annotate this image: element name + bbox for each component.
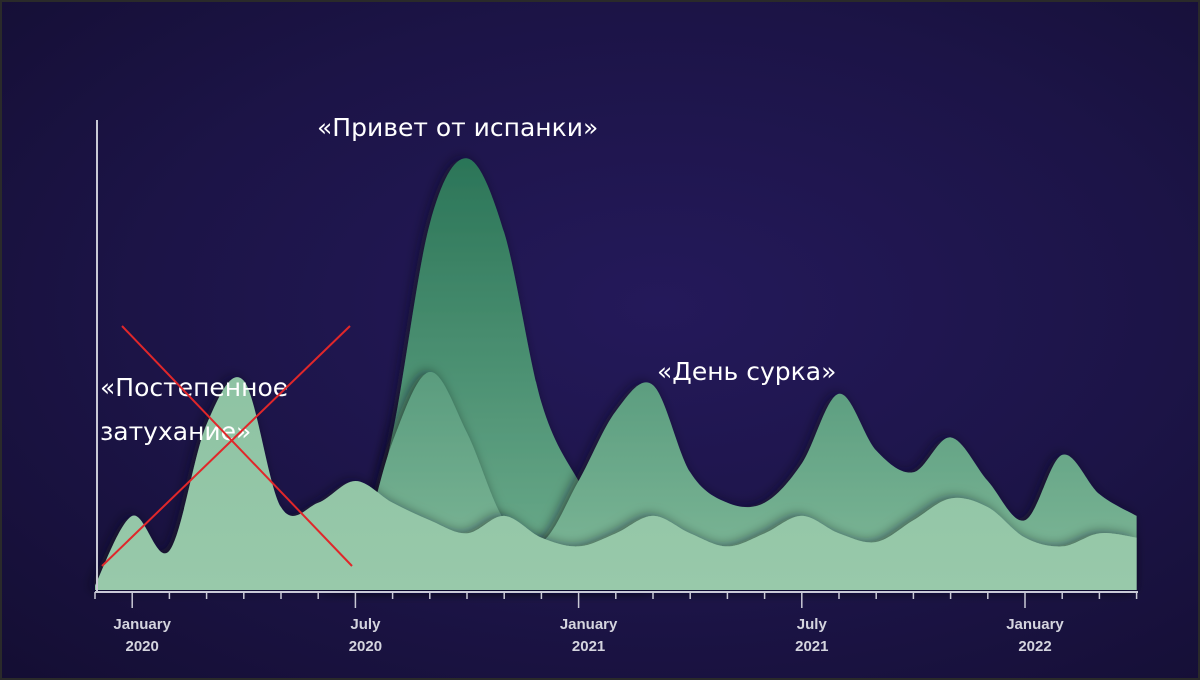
x-tick-label: 2020 xyxy=(349,638,382,655)
area-series-3 xyxy=(95,377,1137,590)
x-tick-label: July xyxy=(350,616,381,633)
x-tick-label: July xyxy=(797,616,828,633)
x-tick-label: January xyxy=(1006,616,1064,633)
x-tick-label: January xyxy=(560,616,618,633)
annotation-gradual-fade-line1: «Постепенное xyxy=(100,373,289,402)
annotation-spanish-flu: «Привет от испанки» xyxy=(317,113,599,142)
x-tick-label: 2022 xyxy=(1018,638,1051,655)
area-series-2 xyxy=(95,371,1137,590)
x-tick-label: 2021 xyxy=(572,638,605,655)
x-tick-label: 2020 xyxy=(126,638,159,655)
annotation-groundhog-day: «День сурка» xyxy=(657,357,837,386)
annotation-gradual-fade-line2: затухание» xyxy=(100,417,252,446)
x-tick-label: January xyxy=(113,616,171,633)
x-tick-label: 2021 xyxy=(795,638,828,655)
